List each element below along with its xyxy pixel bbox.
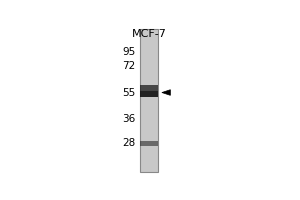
Bar	[140, 91, 158, 97]
Text: 72: 72	[122, 61, 135, 71]
Bar	[140, 85, 158, 91]
Text: MCF-7: MCF-7	[132, 29, 166, 39]
Bar	[140, 29, 158, 172]
Polygon shape	[162, 90, 170, 95]
Text: 36: 36	[122, 114, 135, 124]
Text: 55: 55	[122, 88, 135, 98]
Text: 95: 95	[122, 47, 135, 57]
Bar	[140, 141, 158, 146]
Text: 28: 28	[122, 138, 135, 148]
